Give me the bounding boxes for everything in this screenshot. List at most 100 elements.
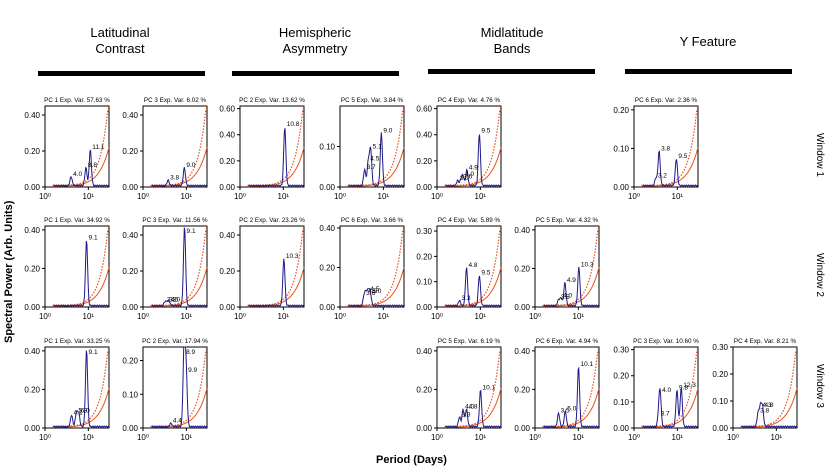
peak-label: 4.1	[74, 409, 83, 416]
confidence-curve	[247, 225, 305, 306]
peak-label: 3.0	[460, 175, 469, 182]
peak-label: 9.5	[678, 153, 687, 160]
plot-frame	[239, 225, 305, 308]
spectrum-panel-w1c7: PC 6 Exp. Var. 2.36 % 0.00 0.10 0.20 10⁰ 10¹ 3…	[613, 97, 699, 201]
panel-title: PC 6 Exp. Var. 3.66 %	[341, 217, 404, 224]
confidence-curve	[247, 105, 305, 186]
y-tick-label: 0.40	[122, 231, 138, 240]
peak-label: 9.9	[188, 367, 197, 374]
plot-frame	[339, 225, 405, 308]
plot-frame	[436, 346, 502, 429]
peak-label: 3.2	[167, 296, 176, 303]
spectrum-panel-w3c7: PC 3 Exp. Var. 10.60 % 0.00 0.10 0.20 0.30 10…	[613, 338, 699, 442]
x-tick-label: 10⁰	[628, 192, 640, 201]
plot-frame	[44, 105, 110, 188]
peak-label: 4.0	[563, 292, 572, 299]
peak-label: 4.8	[765, 402, 774, 409]
y-tick-label: 0.40	[24, 226, 40, 235]
panel-title: PC 3 Exp. Var. 10.60 %	[633, 338, 699, 345]
plot-frame	[44, 346, 110, 429]
panel-title: PC 3 Exp. Var. 11.56 %	[142, 217, 208, 224]
group-title-line: Midlatitude	[480, 25, 544, 40]
spectrum-line	[543, 266, 600, 307]
peak-label: 9.1	[89, 234, 98, 241]
x-tick-label: 10¹	[181, 433, 193, 442]
peak-label: 3.5	[561, 294, 570, 301]
peak-label: 10.3	[581, 261, 594, 268]
peak-label: 9.5	[481, 128, 490, 135]
x-tick-label: 10⁰	[431, 312, 443, 321]
spectrum-line	[445, 267, 502, 307]
panel-title: PC 2 Exp. Var. 13.62 %	[239, 97, 305, 104]
peak-label: 10.1	[483, 384, 496, 391]
plot-frame	[436, 225, 502, 308]
peak-label: 3.8	[760, 408, 769, 415]
x-tick-label: 10⁰	[39, 312, 51, 321]
y-tick-label: 0.20	[514, 264, 530, 273]
peak-label: 4.0	[171, 296, 180, 303]
x-tick-label: 10⁰	[431, 433, 443, 442]
confidence-curve	[150, 225, 208, 306]
peak-label: 10.8	[287, 121, 300, 128]
panel-title: PC 4 Exp. Var. 5.89 %	[438, 217, 501, 224]
peak-label: 10.1	[581, 361, 594, 368]
spectrum-line	[348, 288, 405, 307]
peak-label: 4.0	[368, 288, 377, 295]
group-title-line: Hemispheric	[278, 25, 352, 40]
y-tick-label: 0.20	[319, 263, 335, 272]
y-tick-label: 0.10	[416, 278, 432, 287]
spectrum-line	[53, 240, 110, 307]
y-tick-label: 0.00	[219, 303, 235, 312]
x-tick-label: 10¹	[573, 312, 585, 321]
panel-title: PC 4 Exp. Var. 4.76 %	[438, 97, 501, 104]
x-tick-label: 10⁰	[39, 433, 51, 442]
y-tick-label: 0.20	[712, 370, 728, 379]
peak-label: 10.3	[286, 253, 299, 260]
x-tick-label: 10⁰	[529, 312, 541, 321]
x-tick-label: 10¹	[475, 192, 487, 201]
peak-label: 3.2	[658, 172, 667, 179]
peak-label: 3.3	[461, 295, 470, 302]
plot-frame	[534, 225, 600, 308]
plot-frame	[44, 225, 110, 308]
spectrum-line	[642, 149, 699, 187]
group-title-line: Contrast	[95, 41, 145, 56]
peak-label: 3.6	[366, 290, 375, 297]
y-tick-label: 0.20	[416, 385, 432, 394]
peak-label: 4.5	[370, 286, 379, 293]
spectrum-line	[445, 389, 502, 428]
group-title-line: Bands	[493, 41, 531, 56]
spectrum-line	[53, 149, 110, 187]
group-title-y-feature: Y Feature	[648, 34, 768, 50]
confidence-curve	[542, 346, 600, 427]
spectrum-panel-w3c1: PC 1 Exp. Var. 33.25 % 0.00 0.20 0.40 10⁰ 10¹…	[24, 338, 110, 442]
x-tick-label: 10¹	[83, 192, 95, 201]
peak-label: 3.7	[661, 411, 670, 418]
plot-frame	[633, 105, 699, 188]
peak-label: 4.8	[469, 404, 478, 411]
x-tick-label: 10⁰	[137, 433, 149, 442]
x-tick-label: 10¹	[278, 192, 290, 201]
y-tick-label: 0.20	[24, 385, 40, 394]
spectrum-panel-w3c8: PC 4 Exp. Var. 8.21 % 0.00 0.10 0.20 0.30 10⁰…	[712, 338, 798, 442]
peak-label: 4.0	[465, 171, 474, 178]
panel-title: PC 2 Exp. Var. 23.26 %	[239, 217, 305, 224]
peak-label: 3.6	[169, 296, 178, 303]
panel-title: PC 1 Exp. Var. 34.92 %	[44, 217, 110, 224]
y-tick-label: 0.40	[122, 111, 138, 120]
x-tick-label: 10⁰	[529, 433, 541, 442]
panel-title: PC 1 Exp. Var. 57.63 %	[44, 97, 110, 104]
peak-label: 12.3	[683, 382, 696, 389]
peak-label: 3.8	[170, 175, 179, 182]
y-tick-label: 0.00	[416, 303, 432, 312]
x-tick-label: 10¹	[475, 433, 487, 442]
x-tick-label: 10⁰	[431, 192, 443, 201]
spectrum-line	[348, 132, 405, 187]
plot-frame	[633, 346, 699, 429]
confidence-curve	[150, 346, 208, 427]
y-tick-label: 0.40	[219, 231, 235, 240]
y-tick-label: 0.10	[613, 398, 629, 407]
plot-frame	[534, 346, 600, 429]
y-tick-label: 0.20	[122, 147, 138, 156]
x-tick-label: 10⁰	[234, 192, 246, 201]
